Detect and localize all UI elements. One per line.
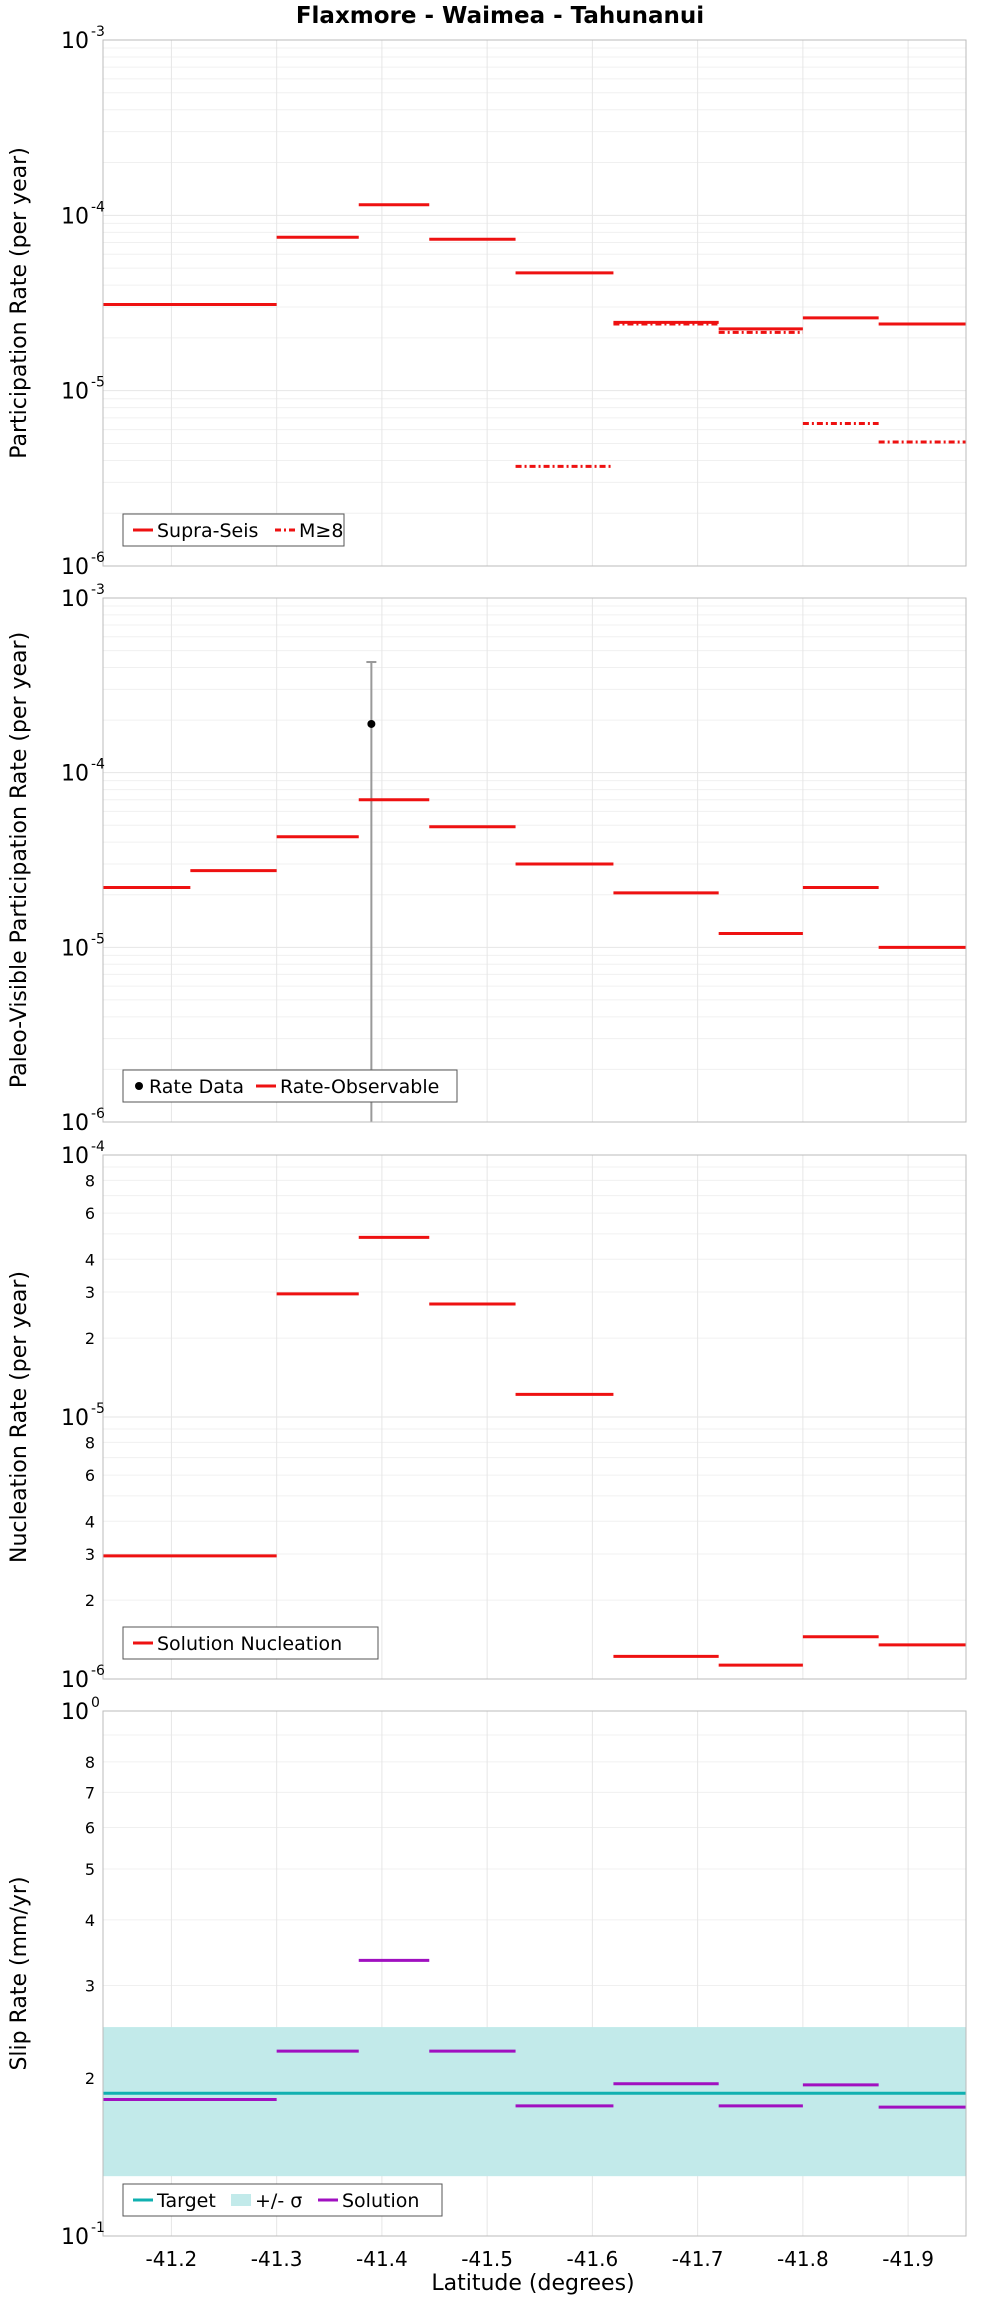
y-tick-exponent: -3 (91, 24, 105, 40)
x-tick-label: -41.4 (356, 2247, 408, 2271)
legend-label: Supra-Seis (157, 520, 258, 542)
legend: Rate Data Rate-Observable (122, 1069, 458, 1103)
x-tick-label: -41.5 (461, 2247, 513, 2271)
y-tick-label: 10 (61, 29, 89, 54)
legend-label: Rate-Observable (280, 1076, 439, 1098)
legend-label: +/- σ (255, 2190, 302, 2212)
x-tick-label: -41.6 (567, 2247, 619, 2271)
y-tick-label: 10 (61, 380, 89, 405)
chart-title: Flaxmore - Waimea - Tahunanui (296, 3, 704, 29)
x-tick-label: -41.2 (146, 2247, 198, 2271)
legend-box (122, 1626, 379, 1660)
y-tick-exponent: -6 (91, 1663, 105, 1679)
x-tick-label: -41.9 (882, 2247, 934, 2271)
y-tick-label: 10 (61, 1111, 89, 1136)
y-tick-label: 3 (85, 1977, 95, 1996)
y-tick-label: 4 (85, 1512, 95, 1531)
legend-label: Target (156, 2190, 216, 2212)
y-tick-label: 10 (61, 1144, 89, 1169)
y-axis-label: Slip Rate (mm/yr) (7, 1876, 32, 2070)
y-tick-label: 10 (61, 555, 89, 580)
y-tick-label: 6 (85, 1204, 95, 1223)
y-tick-label: 5 (85, 1860, 95, 1879)
y-axis-label: Participation Rate (per year) (7, 147, 32, 459)
y-tick-label: 8 (85, 1171, 95, 1190)
plot-frame (102, 1154, 967, 1680)
rate-data-point (367, 719, 376, 728)
plot-frame (102, 597, 967, 1123)
y-tick-exponent: -4 (91, 757, 105, 773)
y-tick-label: 8 (85, 1433, 95, 1452)
y-tick-exponent: -5 (91, 375, 105, 391)
legend: Target +/- σ Solution (122, 2183, 443, 2217)
y-tick-label: 2 (85, 2069, 95, 2088)
y-tick-label: 4 (85, 1911, 95, 1930)
y-tick-label: 8 (85, 1753, 95, 1772)
x-tick-label: -41.7 (672, 2247, 724, 2271)
y-tick-exponent: -4 (91, 199, 105, 215)
y-axis-label: Nucleation Rate (per year) (7, 1271, 32, 1563)
y-tick-exponent: 0 (91, 1695, 100, 1711)
y-tick-label: 10 (61, 1406, 89, 1431)
y-tick-label: 6 (85, 1466, 95, 1485)
y-tick-label: 10 (61, 936, 89, 961)
y-tick-label: 3 (85, 1545, 95, 1564)
legend-swatch-sigma (231, 2194, 251, 2206)
y-tick-exponent: -5 (91, 1401, 105, 1417)
legend: Solution Nucleation (122, 1626, 379, 1660)
x-axis-label: Latitude (degrees) (431, 2271, 634, 2296)
legend-label: Solution (342, 2190, 419, 2212)
legend-label: Rate Data (149, 1076, 244, 1098)
y-tick-exponent: -3 (91, 582, 105, 598)
y-tick-label: 10 (61, 2225, 89, 2250)
x-tick-label: -41.8 (777, 2247, 829, 2271)
x-tick-label: -41.3 (251, 2247, 303, 2271)
legend-swatch-rate-data (135, 1082, 143, 1090)
y-tick-label: 2 (85, 1591, 95, 1610)
y-tick-exponent: -6 (91, 1106, 105, 1122)
y-tick-label: 4 (85, 1250, 95, 1269)
plot-frame (102, 39, 967, 567)
y-tick-label: 10 (61, 587, 89, 612)
y-tick-label: 3 (85, 1283, 95, 1302)
legend-box (122, 2183, 443, 2217)
y-tick-exponent: -5 (91, 931, 105, 947)
y-axis-label: Paleo-Visible Participation Rate (per ye… (7, 632, 32, 1088)
y-tick-label: 10 (61, 762, 89, 787)
y-tick-label: 2 (85, 1329, 95, 1348)
y-tick-label: 10 (61, 204, 89, 229)
y-tick-label: 10 (61, 1700, 89, 1725)
legend-label: M≥8 (299, 520, 343, 542)
plot-frame (102, 1710, 967, 2237)
y-tick-exponent: -4 (91, 1139, 105, 1155)
y-tick-exponent: -6 (91, 550, 105, 566)
y-tick-exponent: -1 (91, 2220, 105, 2236)
legend-label: Solution Nucleation (157, 1633, 342, 1655)
y-tick-label: 6 (85, 1818, 95, 1837)
legend-box (122, 1069, 458, 1103)
y-tick-label: 10 (61, 1668, 89, 1693)
legend-box (122, 513, 345, 547)
legend: Supra-Seis M≥8 (122, 513, 345, 547)
sigma-band (103, 2027, 966, 2177)
y-tick-label: 7 (85, 1783, 95, 1802)
